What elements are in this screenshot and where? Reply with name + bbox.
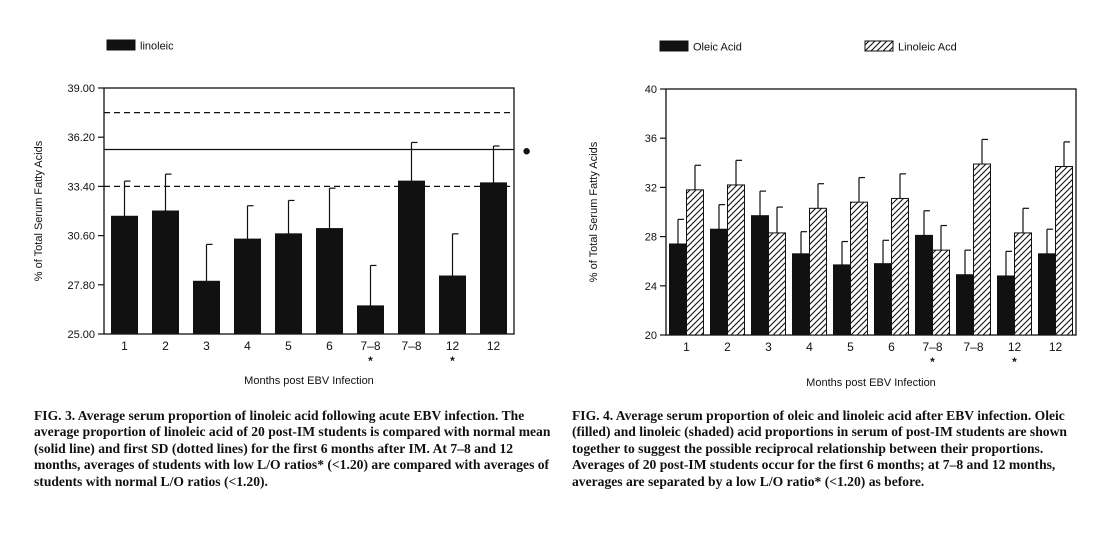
bar-1-7 — [915, 234, 933, 336]
y-tick-label: 36.20 — [67, 132, 95, 144]
x-tick-label: 2 — [724, 340, 731, 354]
x-tick-label: 6 — [326, 339, 333, 353]
x-tick-label: 7–8 — [401, 339, 421, 353]
side-marker: ● — [522, 143, 531, 160]
legend-swatch-1 — [106, 39, 136, 51]
y-tick-label: 27.80 — [67, 280, 95, 292]
bar-2-1 — [686, 189, 704, 336]
bar-1-1 — [669, 243, 687, 336]
bar-2-4 — [809, 207, 827, 336]
bar-1-4 — [234, 238, 261, 335]
y-tick-label: 24 — [645, 281, 657, 293]
y-axis-label: % of Total Serum Fatty Acids — [33, 140, 45, 281]
bar-2-8 — [973, 163, 991, 336]
x-tick-label: 12 — [1008, 340, 1022, 354]
y-axis-label: % of Total Serum Fatty Acids — [588, 141, 600, 282]
bar-1-8 — [398, 180, 425, 335]
bar-1-10 — [480, 182, 507, 335]
bar-1-5 — [833, 264, 851, 336]
x-tick-label: 3 — [203, 339, 210, 353]
fig3-chart: linoleic ● 39.00 36.20 33.40 30.60 27.80 25.00 1… — [33, 39, 531, 387]
x-tick-label: 3 — [765, 340, 772, 354]
bar-1-8 — [956, 274, 974, 336]
x-tick-label: 5 — [847, 340, 854, 354]
y-tick-label: 25.00 — [67, 329, 95, 341]
bar-2-3 — [768, 232, 786, 336]
legend-label-2: Linoleic Acd — [898, 42, 957, 54]
y-tick-label: 20 — [645, 330, 657, 342]
x-tick-label: 6 — [888, 340, 895, 354]
bar-2-6 — [891, 197, 909, 336]
bar-2-7 — [932, 249, 950, 336]
bar-1-4 — [792, 253, 810, 336]
bar-1-9 — [439, 275, 466, 335]
x-tick-label: 1 — [121, 339, 128, 353]
legend-label-1: Oleic Acid — [693, 42, 742, 54]
y-tick-label: 30.60 — [67, 231, 95, 243]
bar-1-10 — [1038, 253, 1056, 336]
bar-2-5 — [850, 201, 868, 336]
bar-1-3 — [193, 280, 220, 335]
bar-2-2 — [727, 184, 745, 336]
x-tick-label: 12 — [487, 339, 501, 353]
x-tick-label: 12 — [1049, 340, 1063, 354]
legend-swatch-2 — [864, 40, 894, 52]
y-tick-label: 32 — [645, 182, 657, 194]
x-tick-label: 12 — [446, 339, 460, 353]
bar-1-3 — [751, 215, 769, 336]
bar-2-10 — [1055, 165, 1073, 336]
fig4-caption: FIG. 4. Average serum proportion of olei… — [572, 408, 1067, 489]
bar-1-1 — [111, 215, 138, 335]
bar-2-9 — [1014, 232, 1032, 336]
y-tick-label: 39.00 — [67, 83, 95, 95]
bar-1-2 — [710, 228, 728, 336]
y-tick-label: 33.40 — [67, 181, 95, 193]
bar-1-7 — [357, 305, 384, 335]
bar-1-5 — [275, 233, 302, 335]
x-tick-mark: * — [450, 354, 455, 368]
x-axis-label: Months post EBV Infection — [806, 377, 936, 389]
x-tick-label: 1 — [683, 340, 690, 354]
plot-frame — [103, 87, 515, 335]
x-tick-mark: * — [930, 355, 935, 369]
bar-1-9 — [997, 275, 1015, 336]
legend-label-1: linoleic — [140, 41, 174, 53]
legend-swatch-1 — [659, 40, 689, 52]
x-axis-label: Months post EBV Infection — [244, 375, 374, 387]
y-tick-label: 28 — [645, 232, 657, 244]
bar-1-6 — [316, 228, 343, 335]
x-tick-label: 7–8 — [963, 340, 983, 354]
x-tick-mark: * — [368, 354, 373, 368]
x-tick-label: 2 — [162, 339, 169, 353]
x-tick-label: 4 — [806, 340, 813, 354]
bar-1-2 — [152, 210, 179, 335]
plot-frame — [665, 88, 1077, 336]
fig3-caption: FIG. 3. Average serum proportion of lino… — [34, 408, 551, 489]
x-tick-label: 4 — [244, 339, 251, 353]
x-tick-label: 7–8 — [922, 340, 942, 354]
bar-1-6 — [874, 263, 892, 336]
x-tick-label: 5 — [285, 339, 292, 353]
x-tick-label: 7–8 — [360, 339, 380, 353]
x-tick-mark: * — [1012, 355, 1017, 369]
y-tick-label: 36 — [645, 133, 657, 145]
y-tick-label: 40 — [645, 84, 657, 96]
